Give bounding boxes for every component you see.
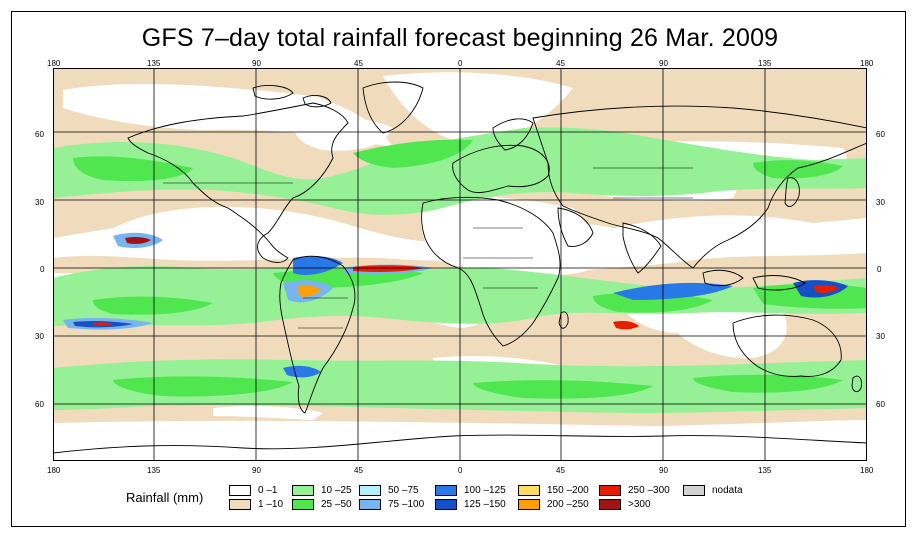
lat-tick-left: 60 <box>35 130 44 139</box>
rain-heavy <box>63 232 848 378</box>
coastlines <box>53 81 867 454</box>
lat-tick-right: 30 <box>876 198 885 207</box>
legend-label-125-150: 125 –150 <box>464 499 506 510</box>
map-border <box>53 68 867 461</box>
legend-label-100-125: 100 –125 <box>464 485 506 496</box>
legend-swatch-10-25 <box>292 485 314 496</box>
graticule <box>53 68 867 461</box>
lon-tick-top: 90 <box>659 59 668 68</box>
lon-tick-top: 180 <box>860 59 874 68</box>
lat-tick-left: 30 <box>35 332 44 341</box>
lat-tick-right: 30 <box>876 332 885 341</box>
lon-tick-top: 135 <box>147 59 161 68</box>
legend-label-10-25: 10 –25 <box>321 485 352 496</box>
lon-tick-bottom: 45 <box>354 466 363 475</box>
lon-tick-bottom: 135 <box>758 466 772 475</box>
lon-tick-top: 135 <box>758 59 772 68</box>
legend-swatch-over-300 <box>599 499 621 510</box>
figure-frame <box>11 11 906 527</box>
borders <box>163 167 693 329</box>
legend-swatch-25-50 <box>292 499 314 510</box>
legend-label-150-200: 150 –200 <box>547 485 589 496</box>
legend-label-1-10: 1 –10 <box>258 499 284 510</box>
legend-label-25-50: 25 –50 <box>321 499 352 510</box>
lat-tick-right: 60 <box>876 400 885 409</box>
lon-tick-top: 180 <box>47 59 61 68</box>
legend-swatch-100-125 <box>435 485 457 496</box>
lat-tick-left: 0 <box>40 265 45 274</box>
legend-swatch-200-250 <box>518 499 540 510</box>
legend-swatch-150-200 <box>518 485 540 496</box>
legend-label-0-1: 0 –1 <box>258 485 278 496</box>
rainfall-map <box>53 68 867 461</box>
rainfall-map-svg <box>53 68 867 461</box>
legend-swatch-0-1 <box>229 485 251 496</box>
lon-tick-bottom: 90 <box>659 466 668 475</box>
map-title: GFS 7–day total rainfall forecast beginn… <box>141 24 779 52</box>
legend-title: Rainfall (mm) <box>126 490 204 505</box>
lon-tick-bottom: 90 <box>252 466 261 475</box>
lon-tick-bottom: 0 <box>458 466 463 475</box>
lon-tick-top: 0 <box>458 59 463 68</box>
legend-swatch-125-150 <box>435 499 457 510</box>
legend-label-over-300: >300 <box>628 499 651 510</box>
legend-swatch-75-100 <box>359 499 381 510</box>
legend-swatch-nodata <box>683 485 705 496</box>
lon-tick-top: 45 <box>354 59 363 68</box>
lon-tick-bottom: 180 <box>47 466 61 475</box>
lat-tick-right: 0 <box>877 265 882 274</box>
legend-label-75-100: 75 –100 <box>388 499 425 510</box>
lat-tick-left: 30 <box>35 198 44 207</box>
lat-tick-left: 60 <box>35 400 44 409</box>
legend-swatch-50-75 <box>359 485 381 496</box>
legend-label-250-300: 250 –300 <box>628 485 670 496</box>
legend-label-nodata: nodata <box>712 485 743 496</box>
legend-label-50-75: 50 –75 <box>388 485 419 496</box>
lon-tick-top: 45 <box>556 59 565 68</box>
lat-tick-right: 60 <box>876 130 885 139</box>
legend-swatch-250-300 <box>599 485 621 496</box>
lon-tick-bottom: 180 <box>860 466 874 475</box>
lon-tick-top: 90 <box>252 59 261 68</box>
legend-label-200-250: 200 –250 <box>547 499 589 510</box>
lon-tick-bottom: 45 <box>556 466 565 475</box>
legend-swatch-1-10 <box>229 499 251 510</box>
lon-tick-bottom: 135 <box>147 466 161 475</box>
